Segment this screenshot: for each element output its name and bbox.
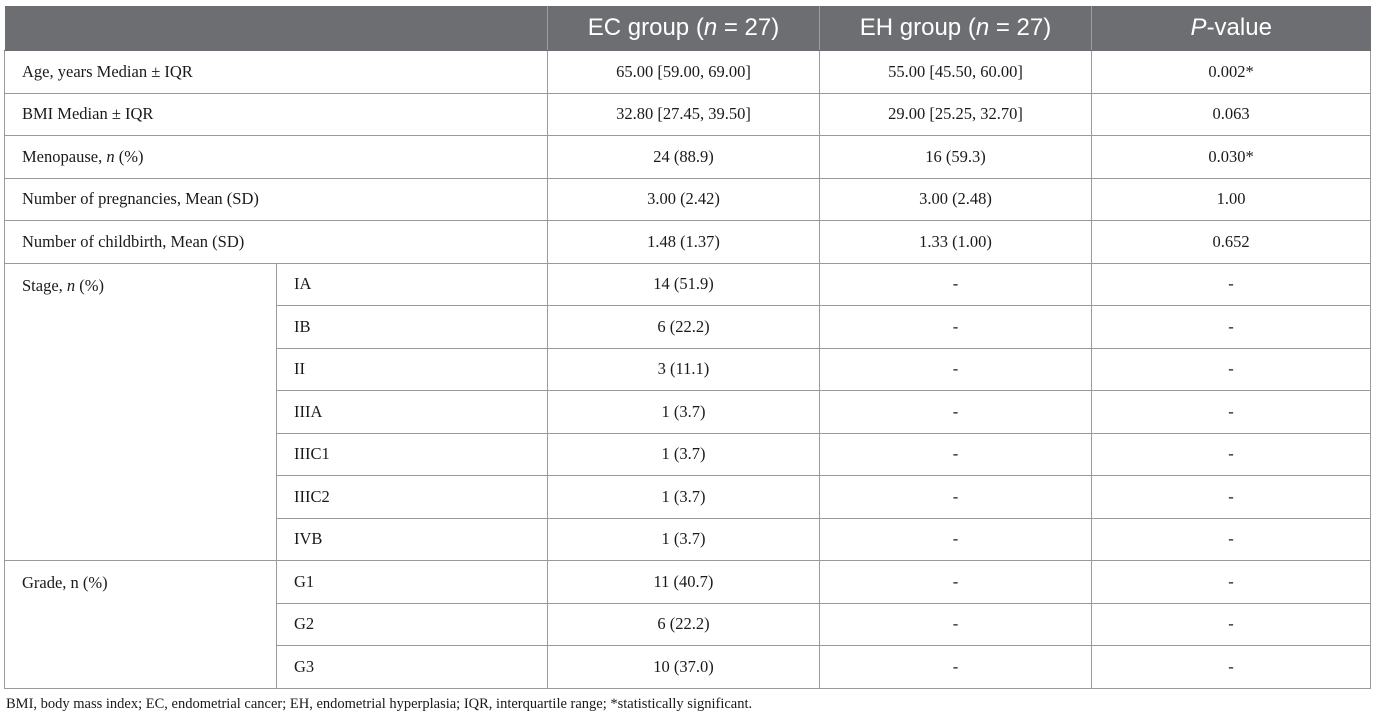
cell-p: -: [1091, 518, 1371, 561]
cell-p: -: [1091, 603, 1371, 646]
row-label: BMI Median ± IQR: [4, 93, 548, 136]
cell-eh: 3.00 (2.48): [819, 178, 1092, 221]
cell-p: -: [1091, 348, 1371, 391]
table-row-grade: G2 6 (22.2) - -: [5, 603, 1371, 646]
header-ec-n: n: [703, 14, 718, 41]
label-prefix: Stage,: [22, 275, 67, 295]
demographics-table: EC group (n = 27) EH group (n = 27) P-va…: [4, 6, 1371, 689]
table-row-grade: G3 10 (37.0) - -: [5, 645, 1371, 689]
cell-eh: -: [819, 348, 1092, 391]
cell-ec: 1 (3.7): [547, 433, 820, 476]
cell-p: 0.063: [1091, 93, 1371, 136]
row-label: Age, years Median ± IQR: [4, 50, 548, 94]
label-suffix: (%): [75, 275, 105, 295]
cell-p: -: [1091, 475, 1371, 519]
cell-eh: 16 (59.3): [819, 135, 1092, 179]
stage-sub-label: IIIC2: [276, 475, 548, 519]
header-p-italic: P: [1190, 14, 1207, 41]
cell-ec: 6 (22.2): [547, 305, 820, 349]
cell-eh: -: [819, 518, 1092, 561]
cell-ec: 11 (40.7): [547, 560, 820, 604]
table-row-bmi: BMI Median ± IQR 32.80 [27.45, 39.50] 29…: [4, 93, 1371, 136]
header-eh-prefix: EH group (: [859, 14, 976, 41]
cell-eh: 1.33 (1.00): [819, 220, 1092, 264]
cell-ec: 10 (37.0): [547, 645, 820, 689]
cell-eh: 29.00 [25.25, 32.70]: [819, 93, 1092, 136]
header-ec-group: EC group (n = 27): [547, 6, 820, 51]
table-row-stage: IVB 1 (3.7) - -: [5, 518, 1371, 561]
cell-p: 1.00: [1091, 178, 1371, 221]
stage-sub-label: IIIA: [276, 390, 548, 434]
cell-eh: -: [819, 390, 1092, 434]
stage-sub-label: II: [276, 348, 548, 391]
stage-group-label: Stage, n (%): [4, 263, 277, 561]
table-row-stage: IIIA 1 (3.7) - -: [5, 390, 1371, 434]
cell-ec: 1 (3.7): [547, 518, 820, 561]
cell-ec: 32.80 [27.45, 39.50]: [547, 93, 820, 136]
demographics-table-wrap: EC group (n = 27) EH group (n = 27) P-va…: [4, 6, 1371, 689]
table-row-childbirth: Number of childbirth, Mean (SD) 1.48 (1.…: [4, 220, 1371, 264]
cell-p: 0.652: [1091, 220, 1371, 264]
cell-eh: 55.00 [45.50, 60.00]: [819, 50, 1092, 94]
cell-eh: -: [819, 433, 1092, 476]
cell-eh: -: [819, 475, 1092, 519]
grade-sub-label: G2: [276, 603, 548, 646]
cell-eh: -: [819, 645, 1092, 689]
cell-p: -: [1091, 645, 1371, 689]
cell-p: -: [1091, 433, 1371, 476]
table-row-stage: II 3 (11.1) - -: [5, 348, 1371, 391]
header-eh-n: n: [975, 14, 990, 41]
label-italic: n: [66, 275, 76, 295]
row-label: Number of pregnancies, Mean (SD): [4, 178, 548, 221]
cell-p: -: [1091, 560, 1371, 604]
row-label: Number of childbirth, Mean (SD): [4, 220, 548, 264]
header-row: EC group (n = 27) EH group (n = 27) P-va…: [4, 6, 1371, 51]
cell-p: 0.002*: [1091, 50, 1371, 94]
table-row-stage: IIIC1 1 (3.7) - -: [5, 433, 1371, 476]
cell-ec: 1.48 (1.37): [547, 220, 820, 264]
cell-ec: 3.00 (2.42): [547, 178, 820, 221]
cell-ec: 3 (11.1): [547, 348, 820, 391]
stage-sub-label: IVB: [276, 518, 548, 561]
cell-ec: 1 (3.7): [547, 475, 820, 519]
header-eh-suffix: = 27): [989, 14, 1052, 41]
cell-p: -: [1091, 390, 1371, 434]
header-p-value: P-value: [1091, 6, 1371, 51]
header-ec-suffix: = 27): [717, 14, 780, 41]
stage-sub-label: IA: [276, 263, 548, 306]
cell-eh: -: [819, 603, 1092, 646]
cell-ec: 1 (3.7): [547, 390, 820, 434]
cell-eh: -: [819, 560, 1092, 604]
cell-ec: 14 (51.9): [547, 263, 820, 306]
stage-sub-label: IIIC1: [276, 433, 548, 476]
table-row-age: Age, years Median ± IQR 65.00 [59.00, 69…: [4, 50, 1371, 94]
table-row-stage: IIIC2 1 (3.7) - -: [5, 475, 1371, 519]
header-ec-prefix: EC group (: [587, 14, 704, 41]
grade-sub-label: G3: [276, 645, 548, 689]
cell-eh: -: [819, 263, 1092, 306]
label-italic: n: [106, 146, 115, 166]
cell-p: -: [1091, 263, 1371, 306]
table-row-stage: IB 6 (22.2) - -: [5, 305, 1371, 349]
cell-ec: 24 (88.9): [547, 135, 820, 179]
cell-p: 0.030*: [1091, 135, 1371, 179]
header-variable: [4, 6, 548, 51]
table-row-stage: Stage, n (%) IA 14 (51.9) - -: [4, 263, 1371, 561]
grade-group-label: Grade, n (%): [4, 560, 277, 689]
grade-sub-label: G1: [276, 560, 548, 604]
label-suffix: (%): [114, 146, 144, 166]
table-row-pregnancies: Number of pregnancies, Mean (SD) 3.00 (2…: [4, 178, 1371, 221]
header-p-suffix: -value: [1206, 14, 1272, 41]
table-row-menopause: Menopause, n (%) 24 (88.9) 16 (59.3) 0.0…: [4, 135, 1371, 179]
cell-eh: -: [819, 305, 1092, 349]
cell-p: -: [1091, 305, 1371, 349]
cell-ec: 65.00 [59.00, 69.00]: [547, 50, 820, 94]
table-row-grade: Grade, n (%) G1 11 (40.7) - -: [4, 560, 1371, 689]
row-label: Menopause, n (%): [4, 135, 548, 179]
label-prefix: Menopause,: [22, 146, 107, 166]
stage-sub-label: IB: [276, 305, 548, 349]
table-footnote: BMI, body mass index; EC, endometrial ca…: [6, 696, 753, 712]
header-eh-group: EH group (n = 27): [819, 6, 1092, 51]
cell-ec: 6 (22.2): [547, 603, 820, 646]
